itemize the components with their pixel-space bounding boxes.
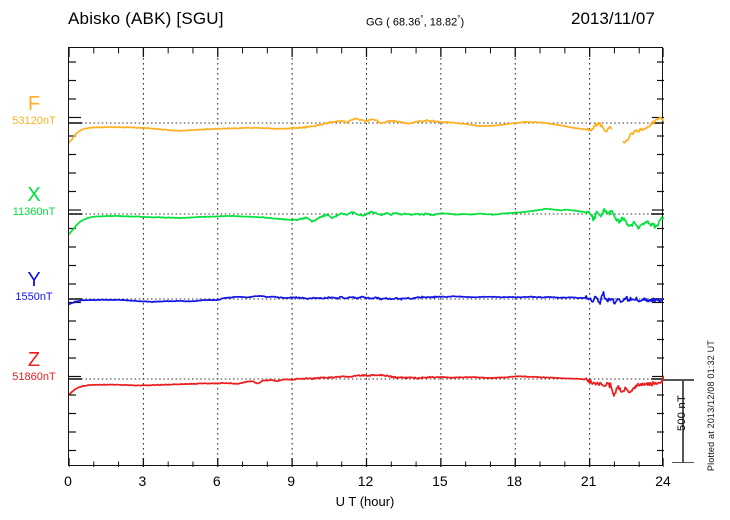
y-tick-marks-group — [69, 61, 664, 452]
trace-Z — [69, 373, 664, 397]
coords-lon: , 18.82 — [423, 16, 458, 29]
degree-symbol-lat: ° — [420, 14, 424, 23]
x-axis-label-18: 18 — [506, 473, 523, 489]
component-baseline-value-x: 11360nT — [12, 206, 56, 218]
degree-symbol-lon: ° — [457, 14, 461, 23]
page-title: Abisko (ABK) [SGU] — [68, 9, 224, 28]
magnetogram-svg — [69, 48, 664, 467]
component-letter-f: F — [27, 93, 41, 115]
x-axis-label-3: 3 — [138, 473, 147, 489]
trace-F — [69, 116, 664, 144]
observation-date: 2013/11/07 — [571, 9, 655, 28]
x-axis-label-21: 21 — [580, 473, 597, 489]
component-baseline-value-f: 53120nT — [12, 115, 56, 127]
x-axis-label-0: 0 — [64, 473, 72, 489]
x-axis-label-9: 9 — [287, 473, 296, 489]
scale-bar-bottom-cap — [672, 461, 694, 463]
component-label-z: Z 51860nT — [2, 350, 66, 384]
geographic-coordinates: GG ( 68.36°, 18.82°) — [366, 14, 464, 29]
x-axis-label-12: 12 — [357, 473, 374, 489]
baseline-group — [69, 122, 664, 380]
coords-lat: GG ( 68.36 — [366, 16, 421, 29]
trace-group — [69, 116, 664, 397]
scale-bar-stem — [682, 379, 684, 463]
component-label-f: F 53120nT — [2, 94, 66, 128]
coords-close: ) — [460, 16, 465, 29]
trace-X — [69, 207, 664, 235]
plotted-at-timestamp: Plotted at 2013/12/08 01:32 UT — [706, 340, 716, 472]
component-label-y: Y 1550nT — [2, 270, 66, 304]
component-baseline-value-z: 51860nT — [12, 371, 56, 383]
x-tick-marks-group — [69, 48, 664, 467]
x-axis-title: U T (hour) — [335, 494, 395, 509]
component-letter-x: X — [27, 184, 41, 206]
trace-Y — [69, 290, 664, 306]
scale-bar — [672, 379, 694, 463]
x-axis-label-15: 15 — [432, 473, 448, 489]
gridlines-group — [142, 48, 591, 467]
scale-bar-label: 500 nT — [676, 395, 688, 432]
plot-frame — [68, 47, 664, 467]
component-letter-z: Z — [27, 349, 41, 371]
component-letter-y: Y — [27, 269, 41, 291]
component-label-x: X 11360nT — [2, 185, 66, 219]
x-axis-label-24: 24 — [655, 473, 671, 489]
x-axis-label-6: 6 — [212, 473, 221, 489]
component-baseline-value-y: 1550nT — [15, 291, 53, 303]
